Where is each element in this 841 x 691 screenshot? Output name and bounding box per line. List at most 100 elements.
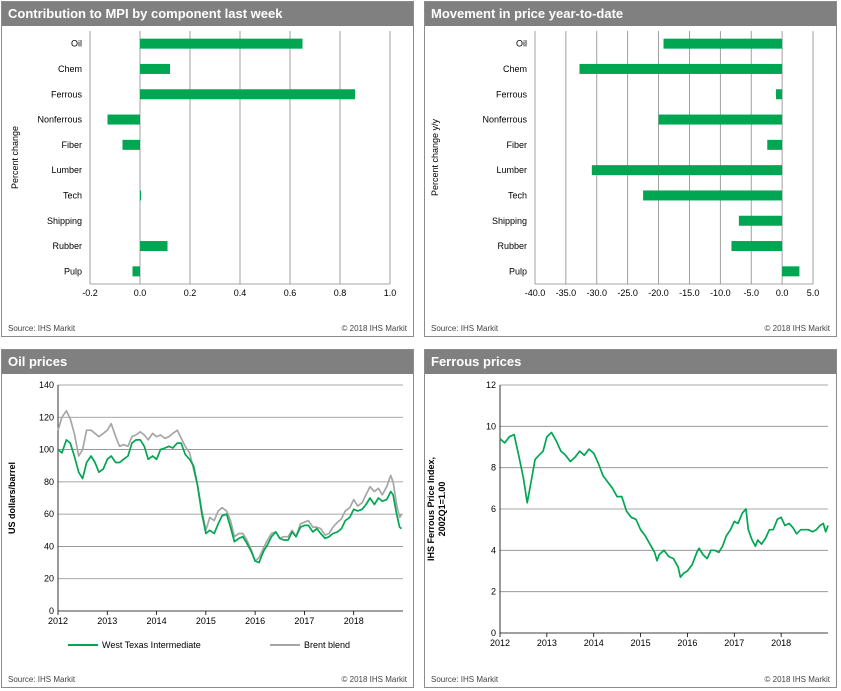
x-tick-label: 2013 (97, 616, 117, 626)
bar (731, 241, 783, 252)
x-tick-label: 0.4 (234, 288, 247, 298)
x-tick-label: 2014 (584, 638, 604, 648)
y-axis-title-line: IHS Ferrous Price Index, (426, 457, 436, 561)
copyright-note: © 2018 IHS Markit (764, 324, 830, 333)
category-label: Shipping (492, 216, 527, 226)
bar (140, 89, 355, 100)
y-axis-title: IHS Ferrous Price Index,2002Q1=1.00 (426, 457, 447, 561)
source-note: Source: IHS Markit (431, 324, 499, 333)
x-tick-label: 2016 (677, 638, 697, 648)
y-tick-label: 100 (39, 445, 54, 455)
bar (663, 38, 783, 49)
oil-prices-panel: Oil prices 0 20 40 60 80 100 120 140 2012 2013 201… (1, 349, 414, 688)
bar (122, 139, 140, 150)
category-label: Nonferrous (37, 115, 82, 125)
x-tick-label: 0.2 (184, 288, 197, 298)
movement-bar-chart: -40.0 -35.0 -30.0 -25.0 -20.0 -15.0 -10.0 -5.0 0… (430, 31, 820, 298)
x-tick-label: 2016 (245, 616, 265, 626)
x-tick-label: 2017 (724, 638, 744, 648)
bar (107, 114, 140, 125)
ferrous-prices-line-chart: 0 2 4 6 8 10 12 2012 2013 2014 2015 2016 2017 2018 IHS… (426, 380, 829, 648)
bar (140, 241, 168, 252)
y-tick-label: 0 (491, 628, 496, 638)
bar (767, 139, 783, 150)
y-tick-label: 60 (44, 509, 54, 519)
x-tick-label: -30.0 (587, 288, 608, 298)
legend-label: Brent blend (304, 640, 350, 650)
x-tick-label: 0.0 (776, 288, 789, 298)
x-tick-label: 1.0 (384, 288, 397, 298)
y-tick-label: 20 (44, 574, 54, 584)
contribution-bar-chart: -0.2 0.0 0.2 0.4 0.6 0.8 1.0 Oil Chem Ferrous Nonf… (10, 31, 397, 298)
bar (140, 38, 303, 49)
bar (775, 89, 783, 100)
x-tick-label: -10.0 (710, 288, 731, 298)
y-tick-label: 6 (491, 504, 496, 514)
y-axis-title-line: 2002Q1=1.00 (437, 482, 447, 537)
ferrous-prices-panel: Ferrous prices 0 2 4 6 8 10 12 2012 2013 2014 2015… (424, 349, 837, 688)
category-label: Rubber (52, 241, 82, 251)
x-tick-label: 5.0 (807, 288, 820, 298)
x-tick-label: -40.0 (525, 288, 546, 298)
category-label: Nonferrous (482, 115, 527, 125)
category-label: Rubber (497, 241, 527, 251)
copyright-note: © 2018 IHS Markit (341, 324, 407, 333)
y-axis-title: US dollars/barrel (7, 462, 17, 534)
x-tick-label: 2012 (48, 616, 68, 626)
x-tick-label: 2012 (490, 638, 510, 648)
bar (658, 114, 783, 125)
movement-chart-panel: Movement in price year-to-date -40.0 -35.… (424, 1, 837, 337)
copyright-note: © 2018 IHS Markit (764, 675, 830, 684)
y-tick-label: 12 (486, 380, 496, 390)
x-tick-label: 2018 (344, 616, 364, 626)
category-label: Lumber (496, 165, 527, 175)
category-label: Chem (503, 64, 527, 74)
x-tick-label: 2015 (631, 638, 651, 648)
x-tick-label: 2013 (537, 638, 557, 648)
source-note: Source: IHS Markit (8, 675, 76, 684)
category-label: Shipping (47, 216, 82, 226)
bar (132, 266, 140, 277)
x-tick-label: -20.0 (648, 288, 669, 298)
y-axis-title: Percent change (10, 126, 20, 189)
contribution-chart-panel: Contribution to MPI by component last we… (1, 1, 414, 337)
source-note: Source: IHS Markit (431, 675, 499, 684)
x-tick-label: 0.6 (284, 288, 297, 298)
x-tick-label: 2014 (147, 616, 167, 626)
bar (140, 190, 141, 201)
source-note: Source: IHS Markit (8, 324, 76, 333)
y-tick-label: 4 (491, 545, 496, 555)
copyright-note: © 2018 IHS Markit (341, 675, 407, 684)
x-tick-label: -0.2 (82, 288, 98, 298)
chart-title: Oil prices (2, 350, 413, 374)
chart-title: Ferrous prices (425, 350, 836, 374)
category-label: Pulp (64, 266, 82, 276)
y-tick-label: 140 (39, 380, 54, 390)
category-label: Oil (71, 39, 82, 49)
bar (579, 63, 783, 74)
category-label: Tech (508, 190, 527, 200)
bar (591, 165, 783, 176)
x-tick-label: 2018 (771, 638, 791, 648)
x-tick-label: 2017 (294, 616, 314, 626)
bar (782, 266, 800, 277)
category-label: Tech (63, 190, 82, 200)
y-tick-label: 8 (491, 463, 496, 473)
legend-label: West Texas Intermediate (102, 640, 201, 650)
series-line (57, 439, 403, 564)
chart-title: Contribution to MPI by component last we… (2, 2, 413, 26)
x-tick-label: -5.0 (743, 288, 759, 298)
series-line (57, 409, 403, 562)
y-tick-label: 2 (491, 587, 496, 597)
y-tick-label: 80 (44, 477, 54, 487)
y-tick-label: 10 (486, 421, 496, 431)
category-label: Pulp (509, 266, 527, 276)
category-label: Fiber (61, 140, 82, 150)
x-tick-label: -35.0 (556, 288, 577, 298)
y-tick-label: 0 (49, 606, 54, 616)
category-label: Chem (58, 64, 82, 74)
x-tick-label: -25.0 (617, 288, 638, 298)
bar (738, 215, 783, 226)
x-tick-label: -15.0 (679, 288, 700, 298)
y-tick-label: 120 (39, 412, 54, 422)
